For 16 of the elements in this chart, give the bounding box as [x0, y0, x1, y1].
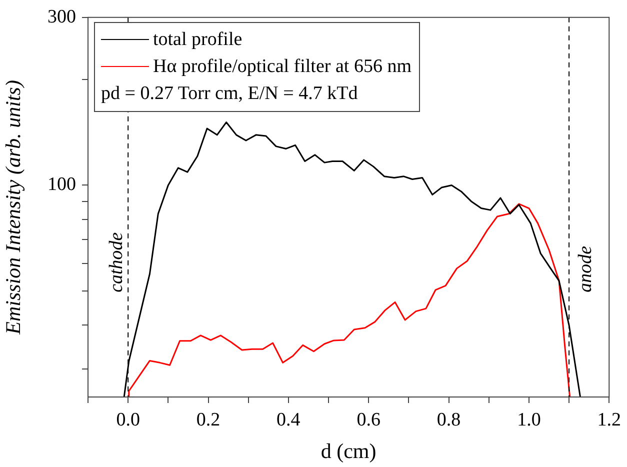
x-tick-label: 1.0 [517, 409, 541, 430]
x-tick-label: 0.8 [436, 409, 461, 430]
x-axis-title: d (cm) [320, 438, 376, 463]
legend-label: Hα profile/optical filter at 656 nm [153, 55, 412, 79]
legend-label: total profile [153, 28, 242, 52]
x-tick-label: 0.2 [196, 409, 220, 430]
x-tick-label: 0.6 [356, 409, 380, 430]
ref-line-label: anode [575, 246, 596, 292]
annotation: pd = 0.27 Torr cm, E/N = 4.7 kTd [101, 82, 359, 106]
x-tick-label: 0.4 [276, 409, 301, 430]
y-tick-label: 300 [48, 6, 76, 28]
ref-line-label: cathode [106, 232, 128, 292]
x-tick-label: 1.2 [597, 409, 621, 430]
x-tick-label: 0.0 [116, 409, 140, 430]
y-tick-label: 100 [48, 174, 76, 196]
y-axis-title: Emission Intensity (arb. units) [1, 80, 26, 336]
